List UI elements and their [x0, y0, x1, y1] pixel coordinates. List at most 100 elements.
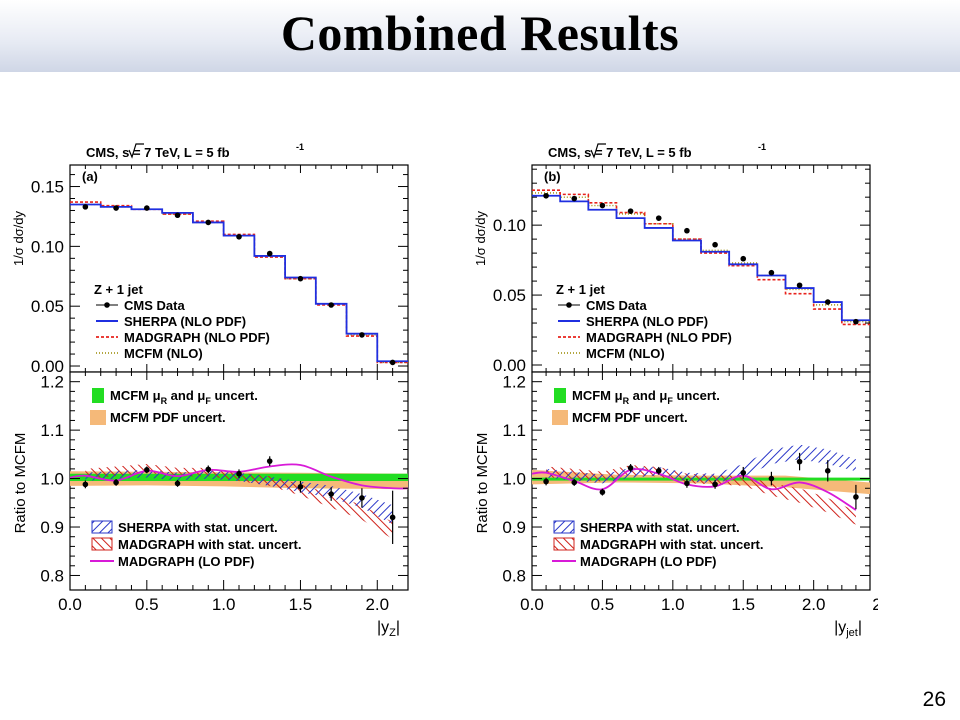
x-tick-label: 1.5	[289, 595, 313, 614]
data-point	[853, 318, 859, 325]
legend-label: SHERPA with stat. uncert.	[580, 520, 740, 535]
chart-header-superscript: -1	[296, 142, 304, 152]
legend-pdf-label: MCFM PDF uncert.	[572, 410, 688, 425]
data-point	[113, 205, 119, 211]
sherpa-histogram	[532, 194, 870, 322]
data-point	[571, 195, 578, 202]
slide-title: Combined Results	[280, 5, 680, 61]
y-tick-label: 0.9	[502, 518, 526, 537]
y-tick-label: 0.10	[493, 216, 526, 235]
ratio-data-point	[328, 491, 334, 497]
upper-y-axis-label: 1/σ dσ/dy	[11, 210, 26, 266]
y-tick-label: 1.2	[40, 373, 64, 392]
legend-scale-swatch	[554, 388, 566, 403]
legend-sherpa-swatch	[91, 520, 113, 534]
ratio-data-point	[174, 480, 181, 487]
data-point	[297, 275, 304, 282]
y-tick-label: 1.0	[502, 470, 526, 489]
y-tick-label: 0.05	[493, 286, 526, 305]
legend-label: MCFM (NLO)	[124, 346, 203, 361]
legend-scale-label: MCFM μR and μF uncert.	[110, 388, 258, 406]
legend-label: MADGRAPH (NLO PDF)	[586, 330, 732, 345]
x-axis-label: |yZ|	[377, 619, 400, 639]
x-tick-label: 2.5	[872, 595, 878, 614]
ratio-data-point	[266, 458, 273, 464]
chart-header: CMS, s = 7 TeV, L = 5 fb	[86, 145, 230, 160]
page-number: 26	[922, 688, 946, 711]
ratio-data-point	[205, 466, 212, 473]
legend-label: MADGRAPH (LO PDF)	[118, 554, 255, 569]
y-tick-label: 0.00	[493, 356, 526, 375]
ratio-data-point	[599, 489, 606, 495]
sqrt-sign	[128, 143, 144, 159]
legend-label: SHERPA (NLO PDF)	[586, 314, 708, 329]
ratio-data-point	[712, 481, 718, 488]
ratio-data-point	[236, 470, 242, 477]
data-point	[266, 250, 273, 257]
panel-tag: (a)	[82, 169, 98, 184]
chart-panel-a: 0.00 0.05 0.10 0.15 CMS, s = 7 TeV, L = 5 fb…	[11, 142, 409, 639]
y-tick-label: 0.8	[502, 566, 526, 585]
legend-madgraph-swatch	[553, 537, 575, 551]
data-point	[740, 255, 747, 262]
ratio-data-point	[824, 468, 831, 474]
data-point	[236, 233, 242, 240]
legend-madgraph-swatch	[91, 537, 113, 551]
data-point	[627, 208, 634, 214]
ratio-data-point	[853, 494, 859, 500]
x-tick-label: 1.0	[212, 595, 236, 614]
process-label: Z + 1 jet	[556, 282, 605, 297]
legend-label: MCFM (NLO)	[586, 346, 665, 361]
ratio-data-point	[144, 467, 150, 473]
y-tick-label: 1.1	[40, 421, 64, 440]
y-tick-label: 0.15	[31, 178, 64, 197]
data-point	[328, 302, 334, 308]
legend-label: MADGRAPH (LO PDF)	[580, 554, 717, 569]
ratio-data-point	[627, 465, 634, 471]
data-point	[796, 282, 803, 289]
chart-header-superscript: -1	[758, 142, 766, 152]
legend-label: CMS Data	[586, 298, 647, 313]
x-tick-label: 1.5	[731, 595, 755, 614]
sqrt-sign	[590, 143, 606, 159]
legend-scale-label: MCFM μR and μF uncert.	[572, 388, 720, 406]
lower-y-axis-label: Ratio to MCFM	[12, 433, 29, 534]
panel-tag: (b)	[544, 169, 561, 184]
ratio-data-point	[543, 478, 549, 485]
ratio-data-point	[113, 479, 119, 486]
data-point	[655, 215, 662, 221]
legend-pdf-label: MCFM PDF uncert.	[110, 410, 226, 425]
x-axis-label: |yjet|	[834, 619, 862, 639]
y-tick-label: 0.05	[31, 297, 64, 316]
ratio-data-point	[389, 514, 396, 521]
chart-header: CMS, s = 7 TeV, L = 5 fb	[548, 145, 692, 160]
y-tick-label: 0.9	[40, 518, 64, 537]
y-tick-label: 0.00	[31, 357, 64, 376]
legend-scale-swatch	[92, 388, 104, 403]
x-tick-label: 2.0	[802, 595, 826, 614]
upper-y-axis-label: 1/σ dσ/dy	[473, 210, 488, 266]
y-tick-label: 0.8	[40, 566, 64, 585]
legend-label: SHERPA (NLO PDF)	[124, 314, 246, 329]
data-point	[144, 205, 150, 211]
data-point	[712, 241, 718, 248]
ratio-data-point	[297, 484, 304, 490]
ratio-data-point	[768, 475, 775, 482]
legend-label: CMS Data	[124, 298, 185, 313]
data-point	[768, 269, 775, 276]
x-tick-label: 0.5	[591, 595, 615, 614]
legend-sherpa-swatch	[553, 520, 575, 534]
data-point	[389, 359, 396, 366]
legend-pdf-swatch	[552, 410, 568, 425]
chart-panel-b: 0.00 0.05 0.10 CMS, s = 7 TeV, L = 5 fb -1 (b…	[473, 142, 878, 639]
legend-label: MADGRAPH (NLO PDF)	[124, 330, 270, 345]
ratio-data-point	[740, 469, 747, 476]
data-point	[824, 299, 831, 305]
ratio-data-point	[655, 468, 662, 474]
legend-label: MADGRAPH with stat. uncert.	[118, 537, 301, 552]
legend-marker-dot	[566, 302, 572, 308]
x-tick-label: 2.0	[365, 595, 389, 614]
x-tick-label: 1.0	[661, 595, 685, 614]
data-point	[82, 204, 89, 210]
data-point	[359, 332, 365, 338]
